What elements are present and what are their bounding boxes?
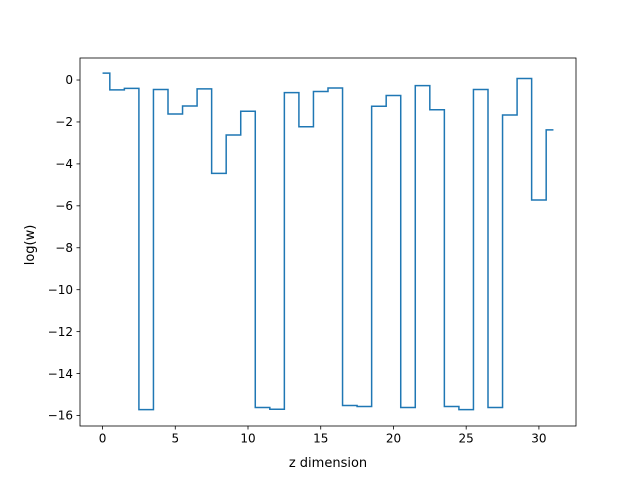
series-line-0 [102, 72, 554, 411]
x-tick-label: 5 [171, 432, 179, 446]
x-tick-label: 15 [313, 432, 328, 446]
y-axis-label: log(w) [23, 225, 38, 266]
y-tick-label: −4 [55, 157, 73, 171]
y-tick-label: −12 [48, 325, 73, 339]
y-tick-label: 0 [65, 73, 73, 87]
y-tick-label: −2 [55, 115, 73, 129]
y-tick-label: −14 [48, 367, 73, 381]
y-tick-label: −10 [48, 283, 73, 297]
y-tick-label: −16 [48, 409, 73, 423]
x-tick-label: 20 [386, 432, 401, 446]
x-tick-label: 10 [240, 432, 255, 446]
x-axis-label: z dimension [289, 456, 367, 471]
x-tick-label: 25 [459, 432, 474, 446]
y-tick-label: −8 [55, 241, 73, 255]
y-tick-label: −6 [55, 199, 73, 213]
x-tick-label: 0 [99, 432, 107, 446]
axes-frame [79, 57, 577, 427]
x-tick-label: 30 [531, 432, 546, 446]
